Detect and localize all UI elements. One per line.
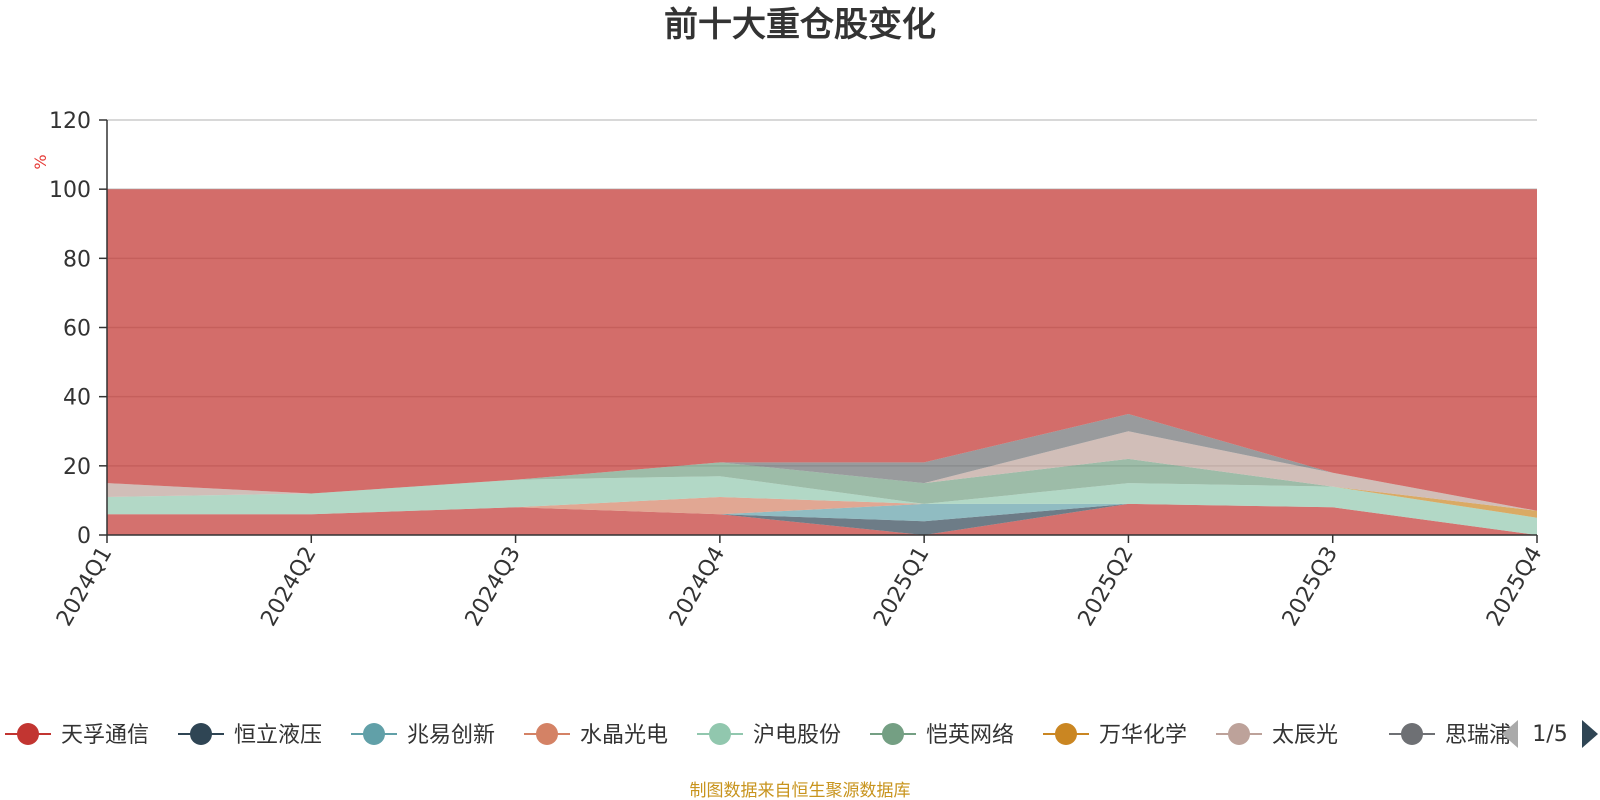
legend-marker-icon bbox=[1228, 723, 1250, 745]
area-series-10 bbox=[107, 189, 1537, 511]
legend-item[interactable]: 兆易创新 bbox=[351, 723, 495, 748]
area-series-5 bbox=[107, 476, 1537, 535]
y-tick-label: 40 bbox=[63, 386, 91, 411]
legend-item[interactable]: 恺英网络 bbox=[870, 723, 1014, 748]
legend-page-indicator: 1/5 bbox=[1532, 722, 1567, 747]
area-series-8 bbox=[107, 431, 1537, 511]
y-tick-label: 120 bbox=[49, 109, 91, 134]
legend-item[interactable]: 水晶光电 bbox=[524, 723, 668, 748]
x-tick-labels: 2024Q1 2024Q2 2024Q3 2024Q4 2025Q1 2025Q2 2025… bbox=[52, 535, 1547, 631]
area-series-3 bbox=[107, 503, 1537, 535]
data-source-note: 制图数据来自恒生聚源数据库 bbox=[690, 781, 911, 800]
legend-marker-icon bbox=[17, 723, 39, 745]
y-axis-unit: % bbox=[31, 154, 50, 169]
y-tick-label: 20 bbox=[63, 455, 91, 480]
legend-marker-icon bbox=[882, 723, 904, 745]
legend-item[interactable]: 思瑞浦 bbox=[1389, 723, 1511, 748]
y-tick-label: 80 bbox=[63, 247, 91, 272]
legend-label: 兆易创新 bbox=[407, 723, 495, 748]
legend-label: 太辰光 bbox=[1272, 723, 1338, 748]
x-tick-label: 2025Q2 bbox=[1074, 543, 1139, 631]
legend-marker-icon bbox=[1055, 723, 1077, 745]
area-series-1 bbox=[107, 503, 1537, 535]
legend: 天孚通信 恒立液压 兆易创新 水晶光电 沪电股份 恺英网络 万华化学 太辰光 思瑞浦 bbox=[5, 723, 1511, 748]
x-tick-label: 2025Q1 bbox=[869, 543, 934, 631]
chart-title: 前十大重仓股变化 bbox=[664, 5, 936, 45]
legend-marker-icon bbox=[190, 723, 212, 745]
y-tick-labels: 0 20 40 60 80 100 120 bbox=[49, 109, 107, 549]
legend-label: 沪电股份 bbox=[753, 723, 841, 748]
legend-item[interactable]: 恒立液压 bbox=[178, 723, 322, 748]
legend-marker-icon bbox=[536, 723, 558, 745]
legend-next-icon[interactable] bbox=[1582, 720, 1598, 748]
x-tick-label: 2024Q1 bbox=[52, 543, 117, 631]
legend-label: 恒立液压 bbox=[234, 723, 322, 748]
legend-label: 思瑞浦 bbox=[1445, 723, 1511, 748]
y-tick-label: 100 bbox=[49, 178, 91, 203]
area-series-6 bbox=[107, 458, 1537, 518]
area-layers bbox=[107, 189, 1537, 535]
area-series-2 bbox=[107, 503, 1537, 535]
legend-item[interactable]: 万华化学 bbox=[1043, 723, 1187, 748]
legend-item[interactable]: 沪电股份 bbox=[697, 723, 841, 748]
y-tick-label: 60 bbox=[63, 317, 91, 342]
legend-marker-icon bbox=[709, 723, 731, 745]
legend-marker-icon bbox=[363, 723, 385, 745]
area-series-4 bbox=[107, 497, 1537, 535]
x-tick-label: 2025Q3 bbox=[1278, 543, 1343, 631]
legend-label: 恺英网络 bbox=[926, 723, 1014, 748]
y-tick-label: 0 bbox=[77, 524, 91, 549]
legend-marker-icon bbox=[1401, 723, 1423, 745]
legend-label: 水晶光电 bbox=[580, 723, 668, 748]
legend-pager: 1/5 bbox=[1502, 720, 1598, 748]
x-tick-label: 2024Q3 bbox=[461, 543, 526, 631]
x-tick-label: 2024Q4 bbox=[665, 543, 730, 631]
legend-label: 天孚通信 bbox=[61, 723, 149, 748]
legend-item[interactable]: 天孚通信 bbox=[5, 723, 149, 748]
legend-prev-icon[interactable] bbox=[1502, 720, 1518, 748]
legend-item[interactable]: 太辰光 bbox=[1216, 723, 1338, 748]
x-tick-label: 2024Q2 bbox=[256, 543, 321, 631]
legend-label: 万华化学 bbox=[1099, 723, 1187, 748]
x-tick-label: 2025Q4 bbox=[1482, 543, 1547, 631]
